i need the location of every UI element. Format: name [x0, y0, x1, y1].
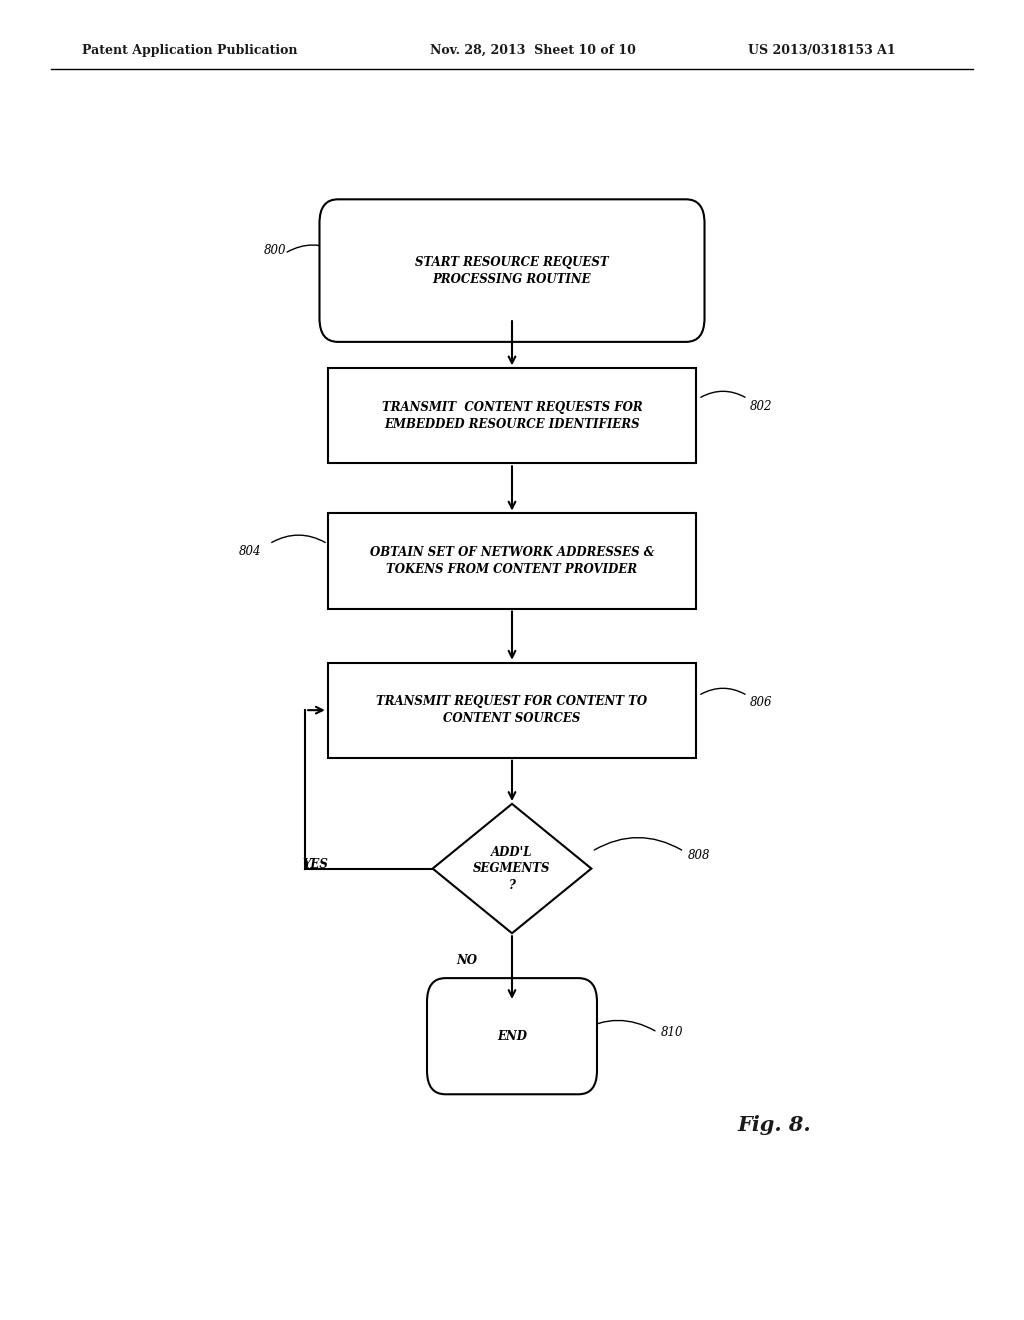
FancyBboxPatch shape: [319, 199, 705, 342]
Polygon shape: [432, 804, 592, 933]
Text: END: END: [497, 1030, 527, 1043]
Text: Nov. 28, 2013  Sheet 10 of 10: Nov. 28, 2013 Sheet 10 of 10: [430, 44, 636, 57]
Text: 810: 810: [660, 1026, 683, 1039]
Bar: [328, 663, 696, 758]
Text: Patent Application Publication: Patent Application Publication: [82, 44, 297, 57]
Text: 808: 808: [688, 849, 711, 862]
Text: 802: 802: [750, 400, 772, 413]
Text: US 2013/0318153 A1: US 2013/0318153 A1: [748, 44, 895, 57]
Text: 800: 800: [264, 244, 287, 257]
Text: START RESOURCE REQUEST
PROCESSING ROUTINE: START RESOURCE REQUEST PROCESSING ROUTIN…: [415, 256, 609, 285]
Text: YES: YES: [302, 858, 329, 871]
Text: ADD'L
SEGMENTS
?: ADD'L SEGMENTS ?: [473, 846, 551, 891]
Text: Fig. 8.: Fig. 8.: [737, 1114, 811, 1135]
Text: 804: 804: [239, 545, 261, 558]
Text: TRANSMIT REQUEST FOR CONTENT TO
CONTENT SOURCES: TRANSMIT REQUEST FOR CONTENT TO CONTENT …: [377, 696, 647, 725]
FancyBboxPatch shape: [427, 978, 597, 1094]
Text: OBTAIN SET OF NETWORK ADDRESSES &
TOKENS FROM CONTENT PROVIDER: OBTAIN SET OF NETWORK ADDRESSES & TOKENS…: [370, 546, 654, 576]
Text: 806: 806: [750, 696, 772, 709]
Text: NO: NO: [457, 954, 477, 968]
Bar: [328, 513, 696, 609]
Text: TRANSMIT  CONTENT REQUESTS FOR
EMBEDDED RESOURCE IDENTIFIERS: TRANSMIT CONTENT REQUESTS FOR EMBEDDED R…: [382, 401, 642, 430]
Bar: [328, 368, 696, 463]
